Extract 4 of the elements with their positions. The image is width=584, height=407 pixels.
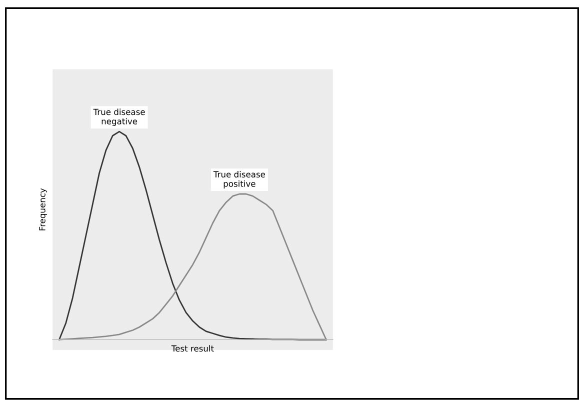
text: True disease negative	[93, 108, 145, 126]
x-axis-title: Test result	[171, 345, 214, 352]
annotation: True disease positive	[213, 171, 265, 188]
y-axis-title: Frequency	[39, 188, 48, 230]
